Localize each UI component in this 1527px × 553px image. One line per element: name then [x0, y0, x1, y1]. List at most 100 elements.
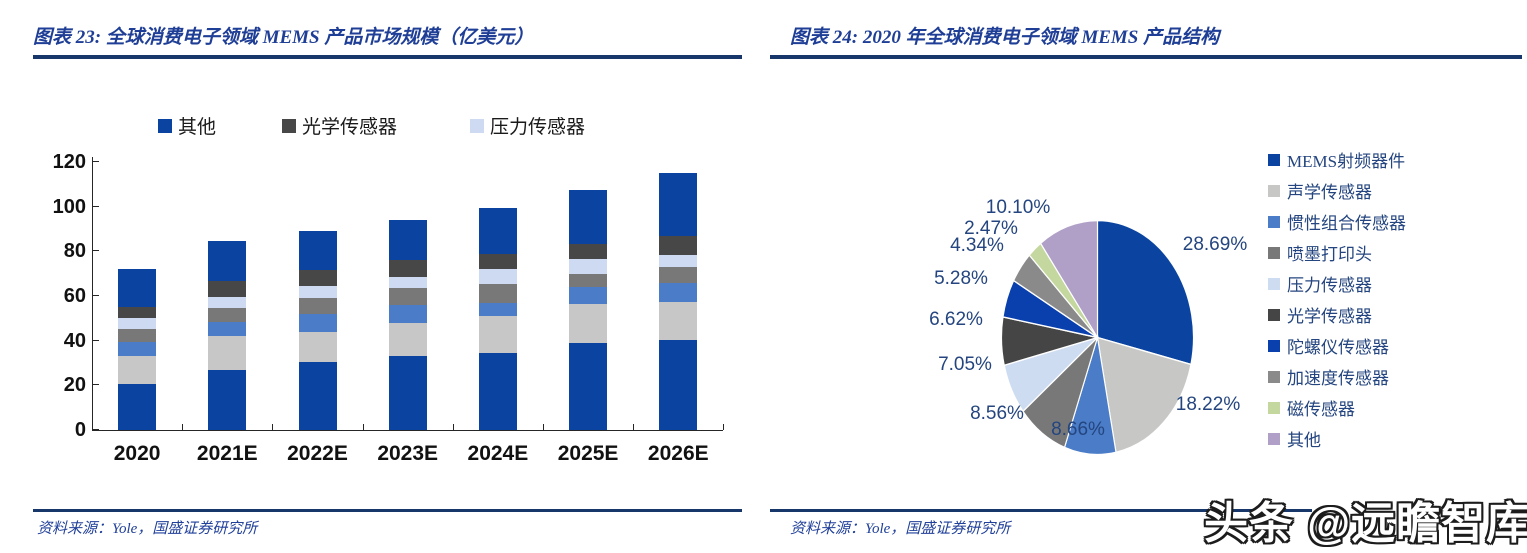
- pie-legend-swatch: [1268, 215, 1280, 228]
- pie-percent-label: 6.62%: [929, 309, 983, 330]
- pie-legend-label: 声学传感器: [1287, 183, 1372, 202]
- pie-legend-label: 陀螺仪传感器: [1287, 338, 1389, 357]
- watermark: 头条 @远瞻智库: [1204, 499, 1527, 548]
- x-tick: [452, 424, 454, 430]
- bar-segment: [569, 287, 608, 304]
- y-tick-label: 80: [63, 240, 86, 263]
- bar-segment: [569, 342, 608, 430]
- pie-legend-label: MEMS射频器件: [1287, 152, 1406, 171]
- bar-segment: [208, 336, 247, 370]
- x-tick: [362, 424, 364, 430]
- bar-chart-plot: 0 20 40 60 80 100 120 2020 2021E 2022E 2023E 2024E 2…: [0, 0, 760, 480]
- figure-24-panel: 图表 24: 2020 年全球消费电子领域 MEMS 产品结构 28.69% 18…: [765, 0, 1527, 553]
- bar-segment: [298, 231, 337, 271]
- pie-slice: [1096, 219, 1195, 366]
- bar-segment: [659, 235, 698, 255]
- pie-slice: [1039, 219, 1099, 340]
- y-tick-label: 100: [52, 195, 86, 218]
- pie-legend-swatch: [1268, 308, 1280, 321]
- pie-legend-swatch: [1268, 246, 1280, 259]
- figure-23-footer-rule: [33, 509, 742, 512]
- figure-23-source: 资料来源：Yole，国盛证券研究所: [37, 521, 258, 537]
- pie-legend-item: 声学传感器: [1268, 178, 1372, 204]
- legend-label: 光学传感器: [302, 117, 398, 138]
- legend-label: 其他: [178, 117, 217, 138]
- bar-segment: [118, 317, 157, 329]
- bar-segment: [388, 260, 427, 278]
- x-tick-label: 2021E: [196, 442, 258, 465]
- x-tick-label: 2022E: [287, 442, 348, 465]
- y-tick: [93, 384, 99, 386]
- bar-segment: [478, 302, 517, 317]
- pie-legend-item: 光学传感器: [1268, 302, 1372, 328]
- bar-segment: [478, 316, 517, 353]
- figure-23-title-rule: [33, 55, 742, 59]
- y-tick-label: 20: [63, 374, 86, 397]
- pie-legend-item: MEMS射频器件: [1268, 147, 1405, 173]
- bar-segment: [388, 356, 427, 430]
- bar-segment: [118, 306, 157, 318]
- bar-segment: [478, 283, 517, 303]
- x-tick-label: 2025E: [557, 442, 619, 465]
- bar-segment: [118, 328, 157, 343]
- pie-legend-swatch: [1268, 277, 1280, 290]
- figure-23-title: 图表 23: 全球消费电子领域 MEMS 产品市场规模（亿美元）: [33, 27, 534, 48]
- pie-legend-label: 磁传感器: [1287, 400, 1355, 419]
- pie-percent-label: 5.28%: [934, 268, 988, 289]
- y-tick-label: 60: [63, 285, 86, 307]
- bar-segment: [569, 243, 608, 260]
- y-tick: [93, 295, 99, 296]
- legend-swatch: [470, 118, 484, 133]
- bar-segment: [659, 282, 698, 302]
- bar-segment: [208, 369, 247, 430]
- x-tick: [723, 424, 725, 430]
- bar-segment: [298, 331, 337, 362]
- bar-segment: [118, 384, 157, 430]
- pie-legend-label: 加速度传感器: [1287, 369, 1389, 388]
- y-tick-label: 40: [63, 329, 86, 352]
- bar-segment: [478, 253, 517, 270]
- bar-segment: [298, 270, 337, 286]
- figure-24-title-rule: [770, 55, 1522, 59]
- pie-legend-swatch: [1268, 153, 1280, 166]
- pie-legend-label: 压力传感器: [1287, 276, 1372, 295]
- figure-24-title: 图表 24: 2020 年全球消费电子领域 MEMS 产品结构: [790, 27, 1220, 48]
- x-tick: [272, 424, 274, 430]
- bar-segment: [298, 298, 337, 314]
- legend-item: 压力传感器: [470, 112, 585, 138]
- bar-segment: [569, 189, 608, 244]
- pie-percent-label: 4.34%: [950, 235, 1004, 256]
- pie-legend-swatch: [1268, 184, 1280, 197]
- x-tick-label: 2023E: [377, 442, 439, 465]
- bar-segment: [659, 266, 698, 283]
- pie-percent-label: 10.10%: [985, 197, 1051, 218]
- pie-slice: [1096, 336, 1192, 454]
- pie-legend-label: 光学传感器: [1287, 307, 1372, 326]
- pie-legend-label: 其他: [1287, 431, 1321, 450]
- pie-legend-item: 加速度传感器: [1268, 364, 1389, 390]
- bar-segment: [388, 288, 427, 305]
- pie-legend-item: 其他: [1268, 426, 1321, 452]
- bar-segment: [208, 281, 247, 298]
- legend-swatch: [158, 118, 172, 133]
- bar-segment: [569, 259, 608, 274]
- pie-percent-label: 8.56%: [970, 403, 1024, 424]
- pie-chart-legend: MEMS射频器件 声学传感器 惯性组合传感器 喷墨打印头 压力传感器 光学传感器 陀螺仪传感…: [1268, 147, 1518, 467]
- bar-segment: [208, 308, 247, 322]
- bar-segment: [659, 339, 698, 430]
- legend-item: 光学传感器: [282, 112, 398, 138]
- pie-percent-label: 2.47%: [964, 218, 1018, 239]
- bar-segment: [659, 254, 698, 267]
- bar-segment: [388, 322, 427, 357]
- bar-segment: [388, 277, 427, 289]
- bar-segment: [298, 313, 337, 332]
- pie-legend-item: 惯性组合传感器: [1268, 209, 1406, 235]
- x-tick: [182, 424, 184, 430]
- bar-segment: [388, 220, 427, 261]
- pie-percent-label: 18.22%: [1175, 394, 1241, 415]
- bar-segment: [298, 285, 337, 299]
- bar-segment: [478, 207, 517, 254]
- bar-segment: [388, 304, 427, 323]
- figure-24-footer-rule: [770, 509, 1312, 512]
